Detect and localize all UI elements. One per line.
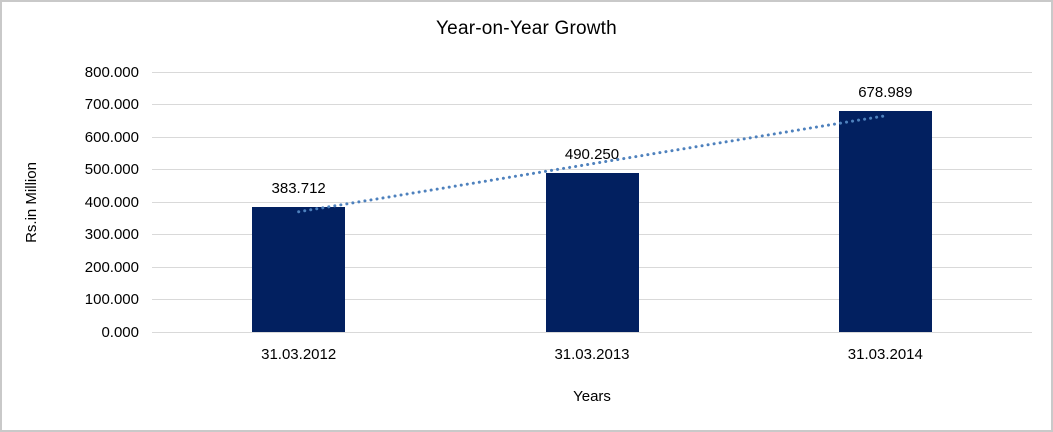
- value-label: 383.712: [271, 180, 326, 198]
- y-tick-label: 800.000: [84, 63, 139, 81]
- x-category-label: 31.03.2013: [554, 346, 630, 363]
- y-tick-label: 100.000: [84, 291, 139, 308]
- y-tick-label: 200.000: [84, 258, 139, 276]
- bar: [838, 111, 932, 332]
- y-tick-label: 500.000: [84, 161, 139, 178]
- y-tick-label: 0.000: [101, 323, 139, 341]
- bar: [252, 207, 346, 332]
- gridline: [152, 71, 1032, 73]
- x-category-label: 31.03.2014: [847, 346, 923, 363]
- gridline: [152, 104, 1032, 105]
- y-tick-label: 700.000: [84, 96, 139, 113]
- y-tick-label: 400.000: [84, 193, 139, 211]
- y-tick-label: 600.000: [84, 128, 139, 146]
- value-label: 490.250: [564, 145, 620, 163]
- value-label: 678.989: [858, 84, 913, 102]
- x-axis-title: Years: [573, 388, 611, 405]
- y-tick-label: 300.000: [84, 226, 139, 243]
- chart-title: Year-on-Year Growth: [436, 18, 617, 39]
- gridline: [152, 331, 1032, 333]
- y-axis-title: Rs.in Million: [22, 161, 40, 243]
- x-category-label: 31.03.2012: [261, 346, 337, 363]
- y-axis-title-wrap: Rs.in Million: [20, 72, 42, 332]
- bar: [545, 172, 639, 332]
